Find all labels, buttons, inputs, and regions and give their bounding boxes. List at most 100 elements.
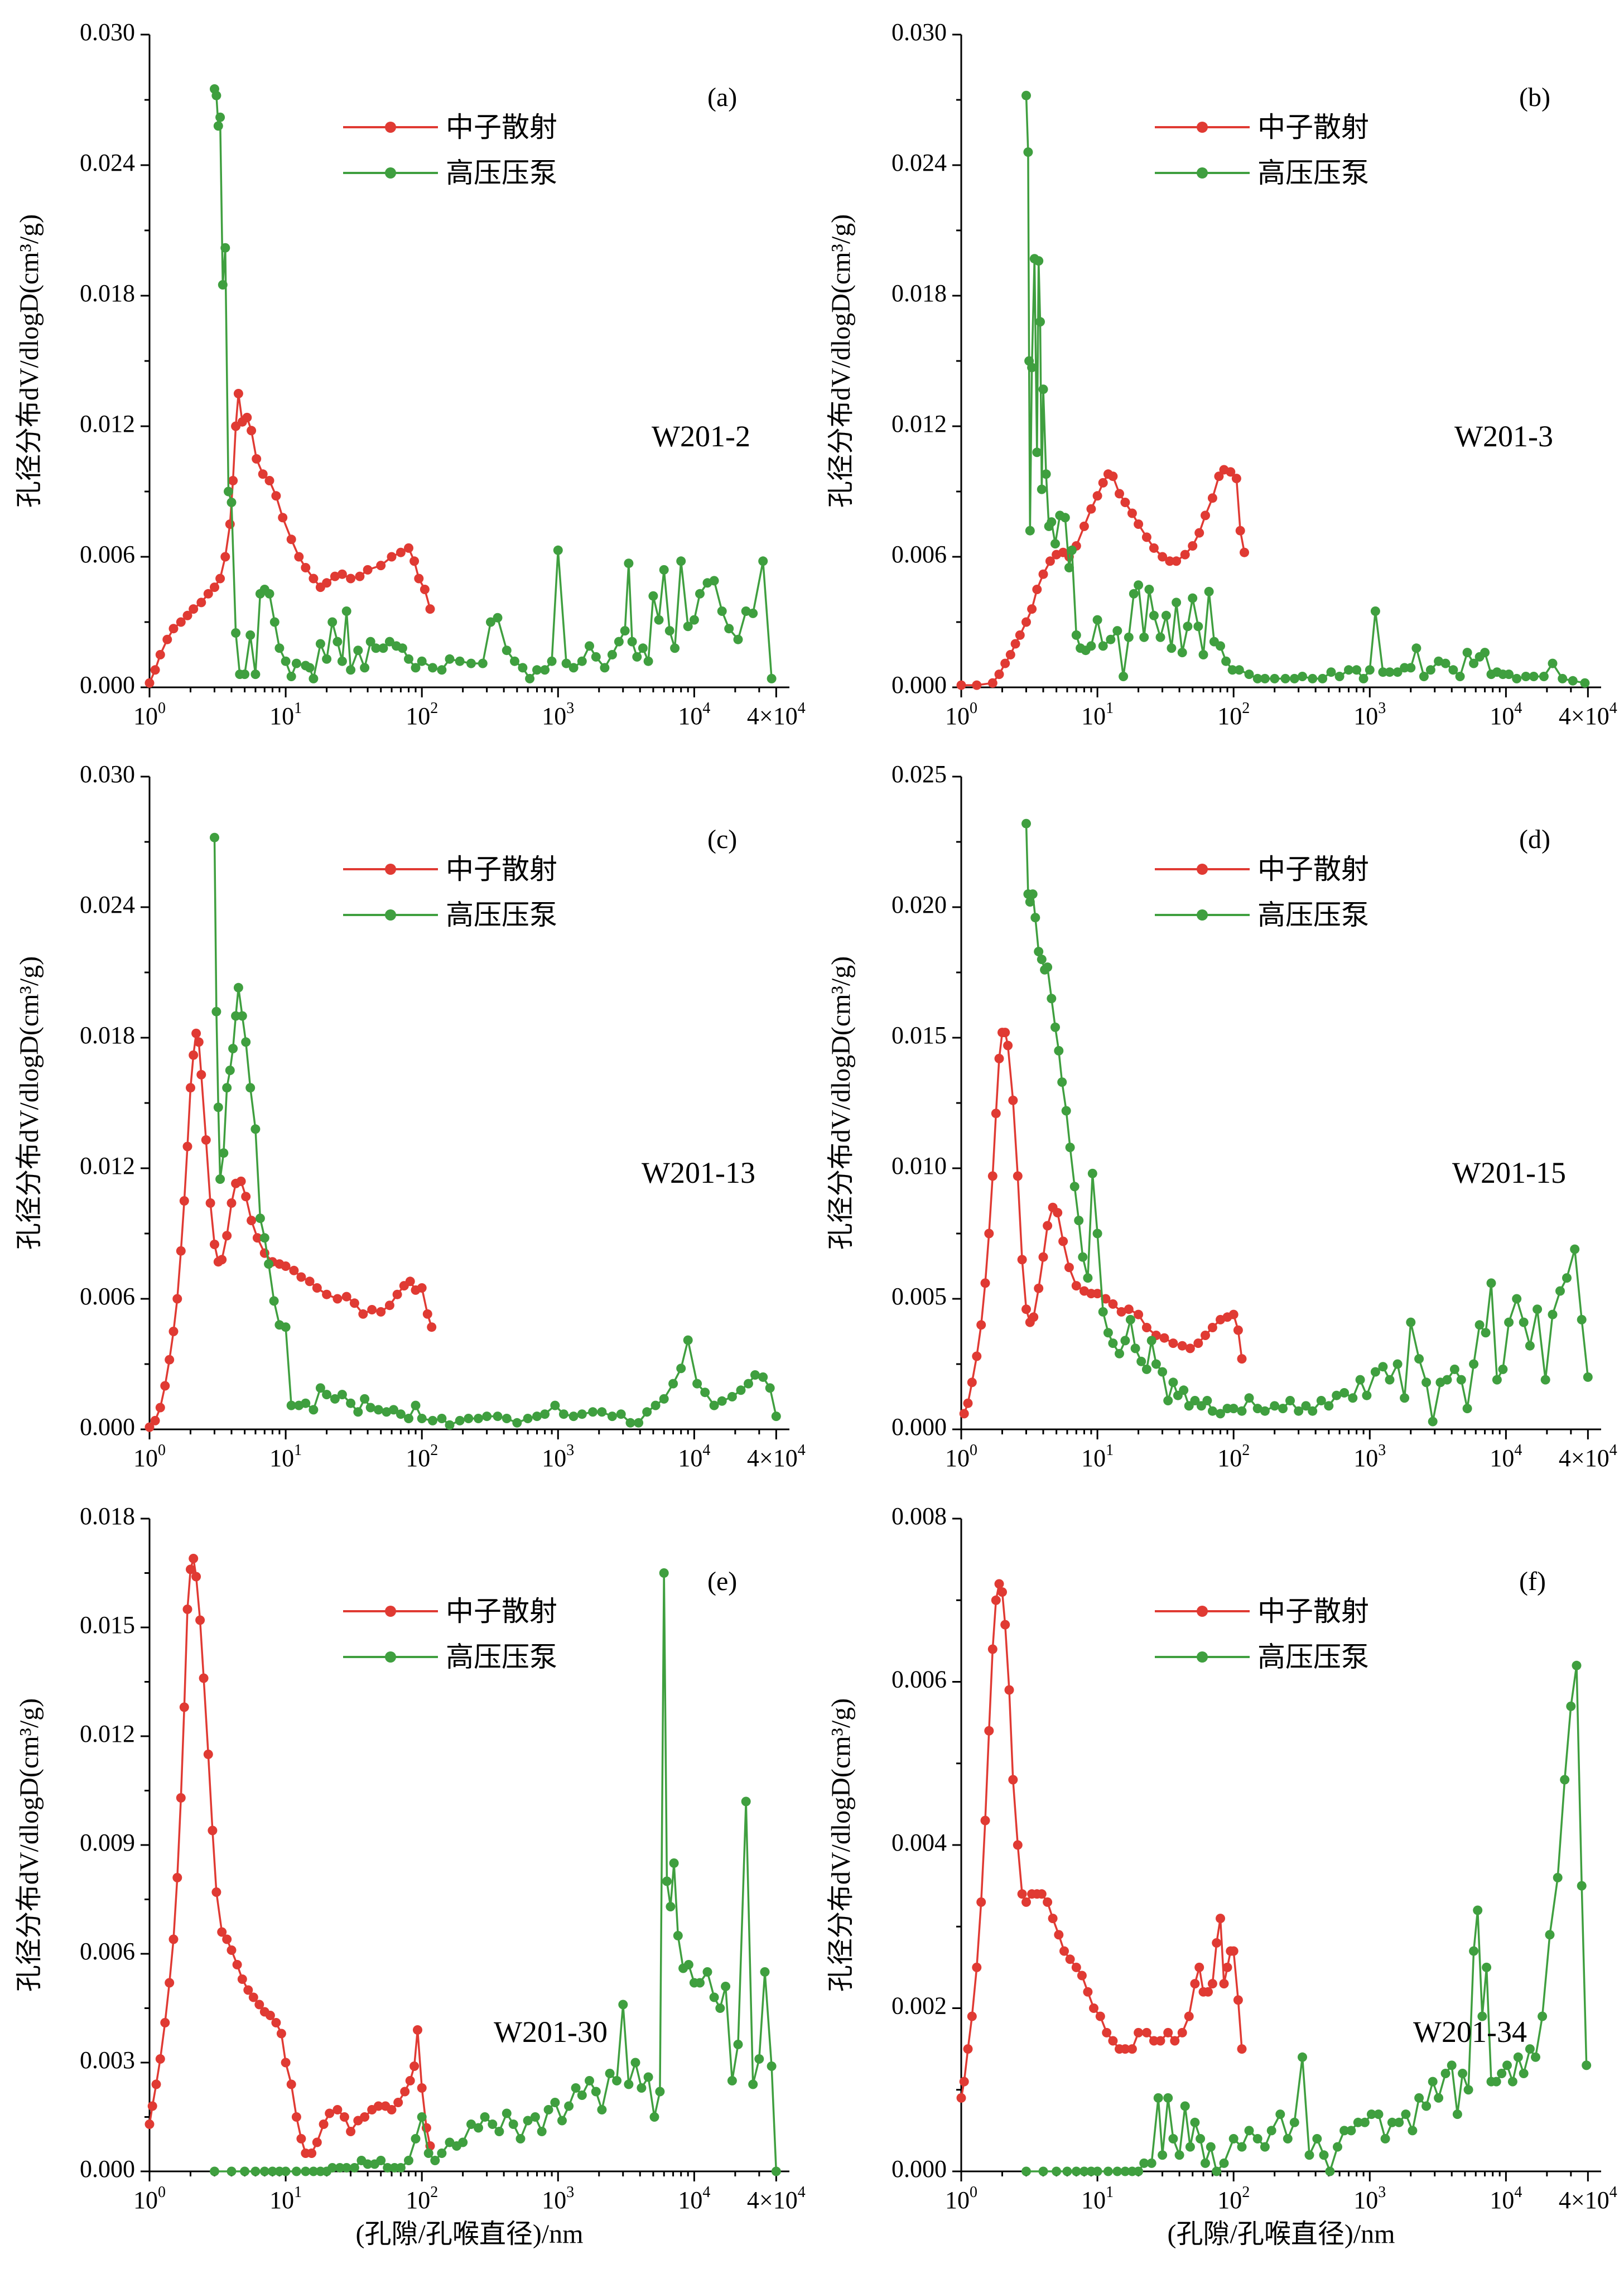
data-point (392, 1289, 402, 1299)
data-point (1163, 1396, 1173, 1405)
data-point (643, 2072, 653, 2082)
data-point (182, 1605, 192, 1614)
series-line (963, 1031, 1243, 1414)
data-point (1507, 2077, 1517, 2087)
data-point (1207, 1323, 1217, 1332)
data-point (1201, 2158, 1210, 2168)
data-point (1134, 1309, 1144, 1319)
data-point (758, 556, 768, 566)
data-point (397, 643, 407, 653)
data-point (1270, 673, 1280, 683)
data-point (695, 1978, 705, 1988)
data-point (417, 2083, 427, 2093)
data-point (1339, 2126, 1350, 2136)
data-point (150, 665, 160, 675)
data-point (1048, 1914, 1058, 1924)
data-point (309, 2166, 319, 2176)
data-point (1184, 2011, 1194, 2021)
data-point (650, 1400, 661, 1410)
data-point (1301, 1401, 1311, 1411)
data-point (337, 569, 347, 579)
data-point (1275, 2109, 1285, 2119)
legend-swatch-marker (1197, 909, 1208, 921)
data-point (1308, 1406, 1318, 1416)
data-point (203, 589, 213, 599)
data-point (1079, 521, 1089, 531)
data-point (1134, 2166, 1144, 2176)
data-point (1533, 1304, 1543, 1314)
data-point (1308, 673, 1318, 683)
data-point (1134, 519, 1144, 529)
data-point (312, 1283, 322, 1293)
data-point (155, 1403, 165, 1413)
data-point (464, 1414, 474, 1423)
legend-swatch-marker (1197, 167, 1208, 179)
data-point (376, 1307, 386, 1317)
data-point (269, 617, 279, 627)
data-point (1161, 610, 1171, 620)
data-point (1481, 1328, 1491, 1338)
y-axis-label: 孔径分布dV/dlogD(cm³/g) (826, 1698, 856, 1992)
series-neutron-b (956, 465, 1249, 690)
data-point (264, 1259, 274, 1269)
data-point (218, 280, 228, 290)
data-point (396, 1409, 406, 1419)
data-point (532, 665, 542, 675)
data-point (1325, 2166, 1335, 2176)
data-point (1149, 610, 1159, 620)
data-point (956, 2093, 966, 2103)
data-point (1125, 1314, 1135, 1324)
data-point (312, 2137, 322, 2147)
data-point (571, 2083, 581, 2093)
data-point (151, 2079, 161, 2089)
legend-label: 中子散射 (446, 1596, 557, 1627)
data-point (1038, 384, 1048, 394)
series-mercury-c (210, 832, 781, 1430)
data-point (1414, 2093, 1424, 2103)
data-point (281, 2058, 291, 2068)
data-point (194, 1037, 204, 1047)
data-point (1221, 656, 1231, 666)
data-point (1098, 478, 1108, 488)
data-point (1043, 962, 1053, 972)
data-point (637, 2083, 647, 2093)
data-point (337, 656, 347, 666)
sample-label: W201-3 (1454, 420, 1553, 453)
data-point (1064, 1263, 1074, 1273)
data-point (600, 663, 610, 673)
data-point (172, 1873, 182, 1882)
series-neutron-f (956, 1579, 1247, 2103)
data-point (1260, 2142, 1270, 2152)
x-tick-label: 100 (945, 700, 977, 730)
data-point (1000, 658, 1010, 668)
data-point (607, 650, 617, 659)
data-point (346, 574, 356, 584)
x-tick-label: 101 (1081, 1442, 1114, 1472)
data-point (409, 556, 420, 566)
data-point (1071, 630, 1081, 640)
x-axis-label: (孔隙/孔喉直径)/nm (1168, 2219, 1395, 2249)
data-point (1127, 508, 1137, 518)
data-point (1408, 2126, 1418, 2136)
data-point (1538, 2011, 1548, 2021)
data-point (291, 2166, 301, 2176)
legend-label: 中子散射 (1257, 1596, 1369, 1627)
y-axis-label: 孔径分布dV/dlogD(cm³/g) (826, 214, 856, 508)
data-point (1060, 513, 1070, 523)
data-point (1000, 1028, 1010, 1038)
data-point (1216, 641, 1225, 651)
data-point (1486, 1278, 1496, 1288)
data-point (455, 656, 465, 666)
x-tick-label: 103 (542, 2184, 574, 2214)
data-point (330, 571, 340, 581)
data-point (278, 513, 288, 523)
data-point (378, 643, 388, 653)
data-point (1219, 1979, 1229, 1989)
data-point (365, 1403, 375, 1413)
data-point (760, 1967, 770, 1977)
data-point (591, 2087, 601, 2097)
data-point (1059, 1946, 1069, 1956)
data-point (1414, 1354, 1424, 1364)
